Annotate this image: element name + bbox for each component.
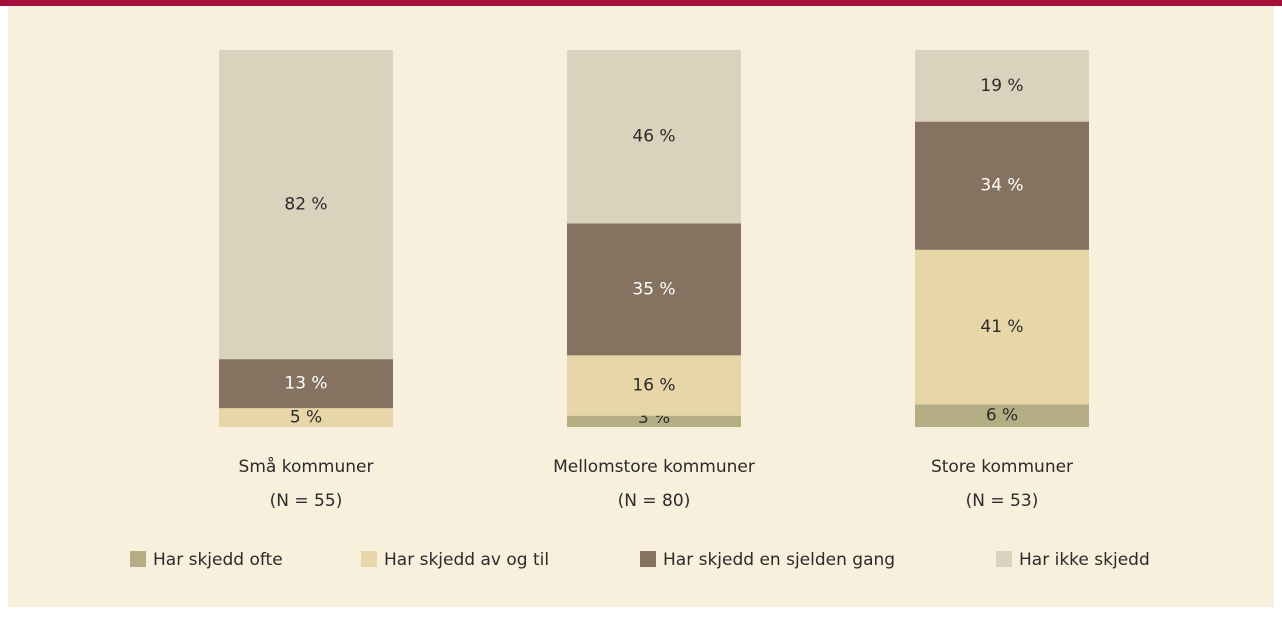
- bar-segment: [915, 404, 1089, 427]
- category-note: (N = 53): [966, 491, 1039, 511]
- bar-segment: [915, 50, 1089, 122]
- value-label: 6 %: [986, 406, 1018, 426]
- bar-segment: [915, 249, 1089, 405]
- bar-segment: [219, 50, 393, 360]
- bar-segment: [567, 355, 741, 416]
- value-label: 41 %: [980, 317, 1023, 337]
- category-note: (N = 80): [618, 491, 691, 511]
- bar-segment: [567, 223, 741, 356]
- legend-swatch: [996, 551, 1012, 567]
- category-note: (N = 55): [270, 491, 343, 511]
- legend-label: Har skjedd ofte: [153, 550, 283, 570]
- value-label: 19 %: [980, 76, 1023, 96]
- legend-swatch: [361, 551, 377, 567]
- value-label: 35 %: [632, 279, 675, 299]
- value-label: 46 %: [632, 127, 675, 147]
- value-label: 34 %: [980, 176, 1023, 196]
- value-label: 13 %: [284, 374, 327, 394]
- value-label: 5 %: [290, 408, 322, 428]
- category-label: Store kommuner: [931, 457, 1073, 477]
- bar-segment: [567, 50, 741, 224]
- bar-segment: [567, 415, 741, 427]
- bar-segment: [219, 408, 393, 427]
- value-label: 16 %: [632, 376, 675, 396]
- value-label: 82 %: [284, 195, 327, 215]
- legend-label: Har skjedd av og til: [384, 550, 549, 570]
- legend-label: Har skjedd en sjelden gang: [663, 550, 895, 570]
- top-rule: [0, 0, 1282, 6]
- legend-swatch: [130, 551, 146, 567]
- legend-swatch: [640, 551, 656, 567]
- category-label: Små kommuner: [239, 456, 374, 477]
- legend-label: Har ikke skjedd: [1019, 550, 1150, 570]
- bar-segment: [915, 121, 1089, 250]
- bar-segment: [219, 359, 393, 409]
- category-label: Mellomstore kommuner: [553, 457, 755, 477]
